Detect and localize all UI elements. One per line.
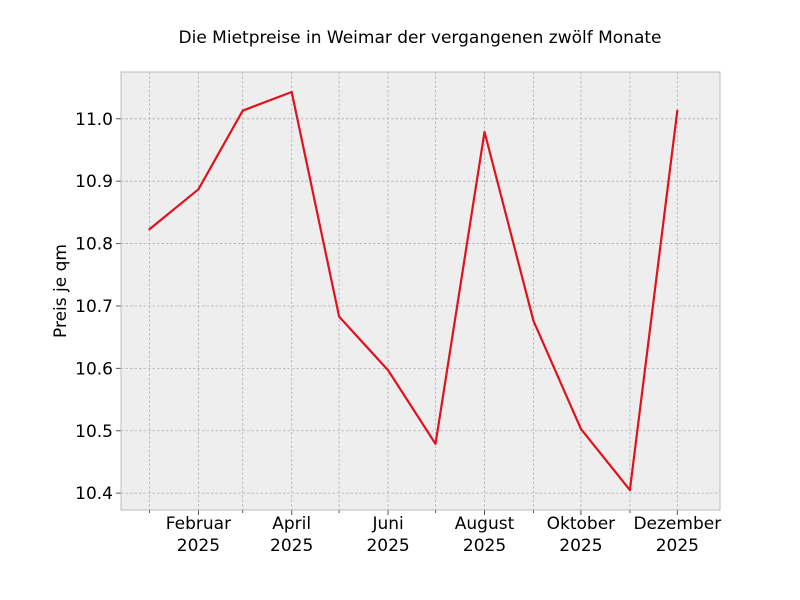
x-tick-label-year: 2025 [559, 536, 602, 556]
x-tick-label-month: Dezember [633, 514, 721, 534]
y-tick-label: 10.9 [75, 172, 113, 192]
gridlines [121, 72, 720, 510]
y-tick-label: 10.4 [75, 484, 113, 504]
series-line [148, 90, 679, 492]
series-layer [148, 90, 679, 492]
x-tick-label-year: 2025 [463, 536, 506, 556]
plot-area [121, 72, 720, 510]
x-axis: Februar2025April2025Juni2025August2025Ok… [148, 510, 721, 556]
plot-frame [120, 71, 721, 511]
x-tick-label-year: 2025 [270, 536, 313, 556]
x-tick-label-month: April [272, 514, 311, 534]
chart-title: Die Mietpreise in Weimar der vergangenen… [179, 28, 662, 48]
y-tick-label: 10.7 [75, 297, 113, 317]
y-tick-label: 10.8 [75, 235, 113, 255]
x-tick-label-month: August [455, 514, 515, 534]
x-tick-label-month: Oktober [547, 514, 616, 534]
x-tick-label-year: 2025 [177, 536, 220, 556]
x-tick-label-year: 2025 [656, 536, 699, 556]
y-tick-label: 10.5 [75, 422, 113, 442]
x-tick-label-month: Juni [371, 514, 403, 534]
x-tick-label-month: Februar [166, 514, 231, 534]
y-axis: 10.4 10.5 10.6 10.7 10.8 10.9 11.0 [75, 110, 121, 504]
y-tick-label: 10.6 [75, 359, 113, 379]
x-tick-label-year: 2025 [366, 536, 409, 556]
y-axis-label: Preis je qm [51, 244, 71, 338]
y-tick-label: 11.0 [75, 110, 113, 130]
